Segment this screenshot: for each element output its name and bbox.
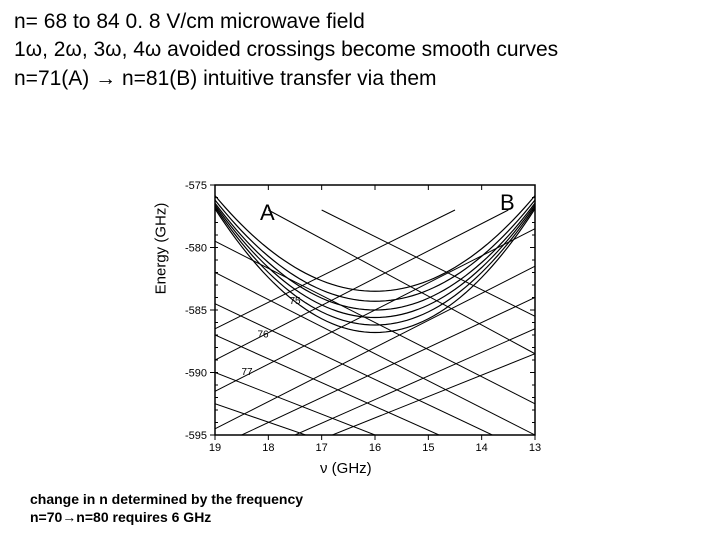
svg-text:76: 76 <box>257 330 269 341</box>
header-line-3: n=71(A) → n=81(B) intuitive transfer via… <box>14 65 558 93</box>
svg-text:14: 14 <box>476 442 488 454</box>
footer-line-2: n=70→n=80 requires 6 GHz <box>30 508 303 526</box>
x-axis-label: ν (GHz) <box>320 460 372 477</box>
svg-text:75: 75 <box>289 296 301 307</box>
svg-text:18: 18 <box>262 442 274 454</box>
svg-text:-580: -580 <box>185 243 207 255</box>
header-line-2: 1ω, 2ω, 3ω, 4ω avoided crossings become … <box>14 36 558 64</box>
header-text: n= 68 to 84 0. 8 V/cm microwave field 1ω… <box>14 8 558 93</box>
label-b: B <box>500 190 515 216</box>
svg-text:77: 77 <box>241 367 253 378</box>
label-a: A <box>260 200 275 226</box>
svg-text:-595: -595 <box>185 430 207 442</box>
chart-svg: -575 -580 -585 -590 -59519 18 17 16 15 14 13 75 76 77 <box>160 175 560 455</box>
energy-chart: -575 -580 -585 -590 -59519 18 17 16 15 14 13 75 76 77 <box>160 175 560 455</box>
header-line-1: n= 68 to 84 0. 8 V/cm microwave field <box>14 8 558 36</box>
svg-text:17: 17 <box>316 442 328 454</box>
svg-text:-590: -590 <box>185 368 207 380</box>
svg-text:-585: -585 <box>185 305 207 317</box>
footer-text: change in n determined by the frequency … <box>30 490 303 526</box>
svg-text:15: 15 <box>422 442 434 454</box>
footer-line-1: change in n determined by the frequency <box>30 490 303 508</box>
svg-text:19: 19 <box>209 442 221 454</box>
svg-text:16: 16 <box>369 442 381 454</box>
svg-text:13: 13 <box>529 442 541 454</box>
svg-text:-575: -575 <box>185 180 207 192</box>
